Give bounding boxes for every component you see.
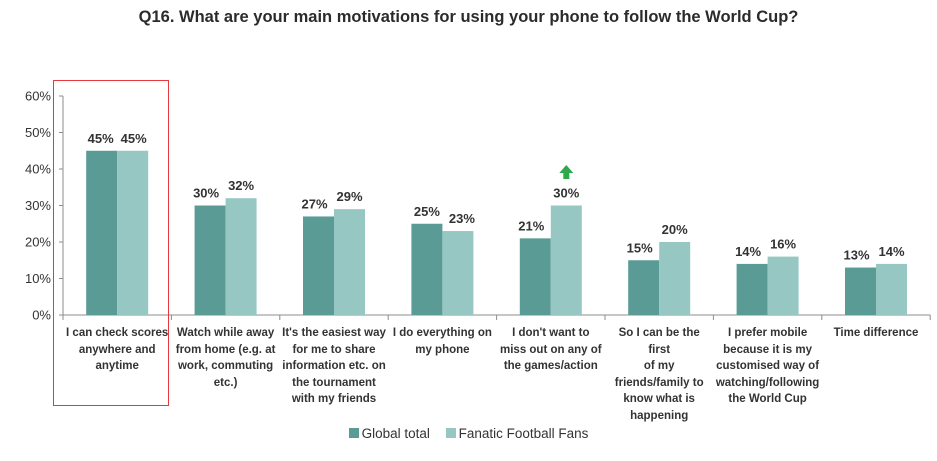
bar-global-total — [303, 216, 334, 315]
category-label-line: Watch while away — [176, 327, 275, 339]
category-label: I do everything on my phone — [389, 325, 495, 358]
category-label: I don't want to miss out on any of the gam… — [498, 325, 604, 375]
category-label-line: information etc. on — [282, 360, 386, 372]
data-label-fanatic-fans: 14% — [878, 244, 904, 259]
category-label-line: because it is my — [723, 343, 813, 356]
category-label-line: etc.) — [213, 376, 238, 389]
data-label-global-total: 27% — [301, 196, 327, 211]
category-label: So I can be the first of my friends/family… — [606, 325, 712, 424]
bar-global-total — [194, 205, 226, 315]
data-label-global-total: 21% — [518, 218, 544, 233]
category-label-line: know what is — [623, 393, 695, 405]
category-label-line: work, commuting — [177, 360, 274, 372]
y-tick-label: 60% — [25, 89, 51, 104]
category-label-line: my phone — [415, 343, 470, 356]
y-tick-label: 50% — [25, 125, 51, 140]
category-label: I prefer mobile because it is my customise… — [715, 325, 821, 408]
category-label-line: friends/family to — [614, 376, 704, 389]
data-label-fanatic-fans: 45% — [121, 131, 147, 146]
bar-global-total — [411, 223, 443, 315]
category-label-line: customised way of — [716, 360, 820, 372]
data-label-fanatic-fans: 29% — [336, 189, 362, 204]
data-label-global-total: 13% — [843, 248, 869, 263]
category-label: Time difference — [823, 325, 929, 342]
data-label-fanatic-fans: 30% — [553, 186, 579, 201]
y-tick-label: 10% — [25, 271, 51, 286]
category-label-line: I can check scores — [66, 327, 169, 339]
bar-fanatic-fans — [334, 209, 365, 315]
legend-label-global: Global total — [361, 426, 430, 441]
category-label-line: for me to share — [292, 343, 376, 356]
bar-global-total — [845, 267, 876, 315]
category-label-line: anytime — [95, 360, 139, 372]
category-label-line: I do everything on — [392, 327, 492, 339]
data-label-fanatic-fans: 23% — [449, 211, 475, 226]
legend-swatch-fanatic — [445, 428, 456, 438]
category-label: It's the easiest way for me to share infor… — [281, 325, 387, 408]
category-label-line: So I can be the first — [618, 327, 700, 356]
data-label-global-total: 45% — [88, 131, 114, 146]
y-tick-label: 0% — [32, 308, 51, 323]
legend-item-global: Global total — [348, 426, 430, 441]
category-label: I can check scores anywhere and anytime — [64, 325, 170, 375]
bar-global-total — [86, 150, 118, 315]
chart-axes: 0% 10% 20% 30% 40% 50% 60% — [25, 89, 931, 323]
category-label-line: the World Cup — [728, 393, 807, 405]
category-label-line: of my — [643, 360, 675, 372]
category-label-line: the tournament — [292, 376, 376, 389]
up-arrow-icon — [559, 165, 574, 179]
data-label-fanatic-fans: 32% — [228, 178, 254, 193]
category-label-line: I prefer mobile — [727, 327, 808, 339]
category-label-line: Time difference — [833, 327, 919, 339]
legend-swatch-global — [348, 428, 359, 438]
data-label-global-total: 15% — [627, 240, 653, 255]
bar-fanatic-fans — [442, 231, 474, 315]
data-label-global-total: 30% — [193, 186, 219, 201]
data-label-global-total: 25% — [414, 204, 440, 219]
data-label-fanatic-fans: 20% — [662, 222, 688, 237]
chart-data-labels: 45% 45% 30% 32% 27% 29% 25% 23% 21% 30% 15% 20% 14% 1… — [88, 131, 905, 263]
category-label-line: miss out on any of — [500, 343, 602, 356]
bar-fanatic-fans — [767, 256, 799, 315]
bar-global-total — [519, 238, 551, 315]
bar-global-total — [736, 263, 768, 315]
data-label-global-total: 14% — [735, 244, 761, 259]
category-label-line: happening — [630, 409, 689, 422]
category-label-line: watching/following — [715, 376, 820, 389]
legend-label-fanatic: Fanatic Football Fans — [458, 426, 589, 441]
legend-item-fanatic: Fanatic Football Fans — [445, 426, 589, 441]
highlight-box — [53, 80, 169, 406]
chart-title: Q16. What are your main motivations for … — [138, 8, 799, 26]
bar-fanatic-fans — [225, 198, 257, 315]
category-label-line: the games/action — [503, 360, 598, 372]
category-label-line: from home (e.g. at — [175, 343, 276, 356]
legend: Global total Fanatic Football Fans — [0, 426, 937, 441]
category-label-line: with my friends — [291, 393, 377, 405]
category-label: Watch while away from home (e.g. at work, … — [173, 325, 279, 391]
bar-global-total — [628, 260, 660, 315]
chart-bars — [86, 150, 907, 315]
y-tick-label: 30% — [25, 198, 51, 213]
category-label-line: It's the easiest way — [282, 327, 386, 339]
bar-fanatic-fans — [876, 263, 907, 315]
y-tick-label: 40% — [25, 162, 51, 177]
category-label-line: anywhere and — [78, 343, 156, 356]
bar-fanatic-fans — [117, 150, 149, 315]
category-label-line: I don't want to — [512, 327, 590, 339]
y-tick-label: 20% — [25, 235, 51, 250]
data-label-fanatic-fans: 16% — [770, 237, 796, 252]
bar-fanatic-fans — [550, 205, 582, 315]
bar-fanatic-fans — [659, 242, 691, 315]
